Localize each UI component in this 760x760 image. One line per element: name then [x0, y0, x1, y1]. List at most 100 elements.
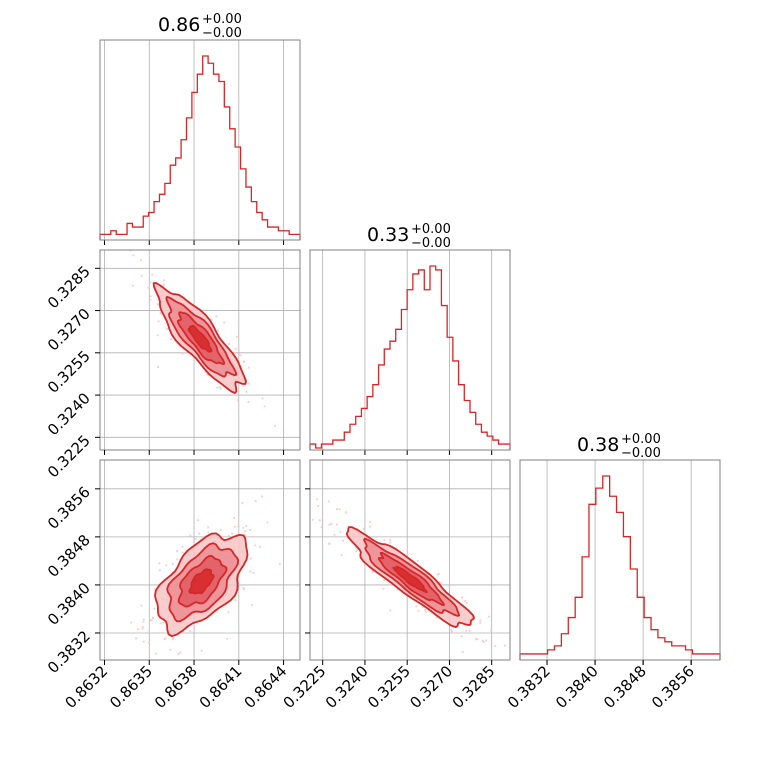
sample-point	[335, 523, 338, 526]
sample-point	[219, 528, 222, 531]
contour-level-4	[187, 324, 213, 353]
sample-point	[274, 424, 277, 427]
sample-point	[415, 605, 418, 608]
title-3-plus: +0.00	[621, 432, 661, 447]
sample-point	[165, 564, 168, 567]
sample-point	[215, 315, 218, 318]
sample-point	[460, 635, 463, 638]
sample-point	[159, 621, 162, 624]
sample-point	[311, 518, 314, 521]
sample-point	[260, 495, 263, 498]
sample-point	[340, 553, 343, 557]
sample-point	[169, 648, 172, 651]
scatter-frame-1	[99, 249, 301, 451]
sample-point	[227, 534, 231, 538]
y-tick-label: 0.3840	[44, 579, 94, 629]
sample-point	[177, 652, 180, 656]
sample-point	[252, 571, 255, 575]
sample-point	[476, 638, 479, 641]
scatter-panel-3	[310, 460, 510, 660]
sample-point	[479, 621, 482, 625]
hist-panel-1	[99, 40, 301, 245]
sample-point	[151, 616, 155, 619]
sample-point	[193, 627, 196, 630]
sample-point	[263, 405, 266, 408]
sample-point	[261, 397, 264, 400]
sample-point	[464, 599, 467, 603]
sample-point	[488, 615, 491, 618]
sample-point	[207, 531, 210, 534]
sample-point	[236, 399, 240, 402]
sample-point	[344, 511, 347, 514]
sample-point	[162, 279, 165, 282]
sample-point	[227, 611, 230, 614]
sample-point	[362, 527, 365, 530]
hist-frame-1	[99, 39, 301, 241]
sample-point	[388, 541, 392, 544]
sample-point	[485, 639, 488, 642]
sample-point	[156, 334, 159, 337]
sample-point	[489, 629, 493, 632]
sample-point	[266, 521, 269, 524]
sample-point	[157, 320, 160, 323]
sample-point	[235, 335, 239, 338]
x-tick-label: 0.8644	[241, 662, 291, 712]
sample-point	[149, 619, 152, 622]
sample-point	[244, 530, 247, 533]
x-tick-label: 0.3832	[504, 662, 554, 712]
x-tick-label: 0.3225	[280, 662, 330, 712]
sample-point	[137, 628, 140, 631]
sample-point	[207, 526, 210, 529]
sample-point	[197, 519, 200, 522]
sample-point	[142, 620, 145, 623]
title-3-value: 0.38	[577, 434, 619, 456]
sample-point	[176, 549, 179, 553]
chart-title-2: 0.33 +0.00 −0.00	[367, 222, 451, 251]
sample-point	[141, 625, 144, 628]
sample-point	[151, 273, 154, 276]
sample-point	[355, 550, 358, 553]
sample-point	[181, 551, 184, 554]
sample-point	[219, 387, 222, 390]
y-tick-label: 0.3856	[44, 483, 94, 533]
histogram-1	[99, 55, 301, 240]
sample-point	[318, 519, 321, 522]
title-1-value: 0.86	[158, 14, 200, 36]
sample-point	[200, 649, 203, 652]
scatter-panel-2	[100, 460, 300, 660]
sample-point	[437, 572, 440, 575]
sample-point	[328, 542, 331, 546]
sample-point	[239, 354, 242, 357]
sample-point	[147, 286, 150, 289]
scatter-panel-1	[100, 249, 300, 450]
sample-point	[237, 353, 240, 356]
x-tick-label: 0.3270	[406, 662, 456, 712]
y-tick-label: 0.3240	[44, 389, 94, 439]
sample-point	[179, 651, 182, 654]
sample-point	[259, 545, 262, 548]
hist-panel-3	[519, 460, 721, 665]
x-tick-label: 0.3255	[364, 662, 414, 712]
sample-point	[424, 608, 427, 611]
sample-point	[171, 638, 174, 641]
sample-point	[504, 644, 507, 647]
sample-point	[242, 360, 246, 363]
sample-point	[226, 637, 229, 641]
chart-title-1: 0.86 +0.00 −0.00	[158, 12, 242, 41]
sample-point	[249, 528, 252, 532]
sample-point	[166, 327, 169, 331]
sample-point	[368, 520, 371, 524]
sample-point	[339, 530, 342, 534]
sample-point	[158, 569, 161, 572]
sample-point	[233, 516, 236, 520]
sample-point	[169, 338, 173, 341]
sample-point	[450, 628, 453, 632]
sample-point	[242, 526, 245, 530]
sample-point	[465, 602, 468, 605]
x-tick-label: 0.8638	[151, 662, 201, 712]
sample-point	[149, 295, 152, 298]
sample-point	[247, 366, 250, 369]
sample-point	[494, 644, 497, 648]
title-1-plus: +0.00	[202, 12, 242, 27]
